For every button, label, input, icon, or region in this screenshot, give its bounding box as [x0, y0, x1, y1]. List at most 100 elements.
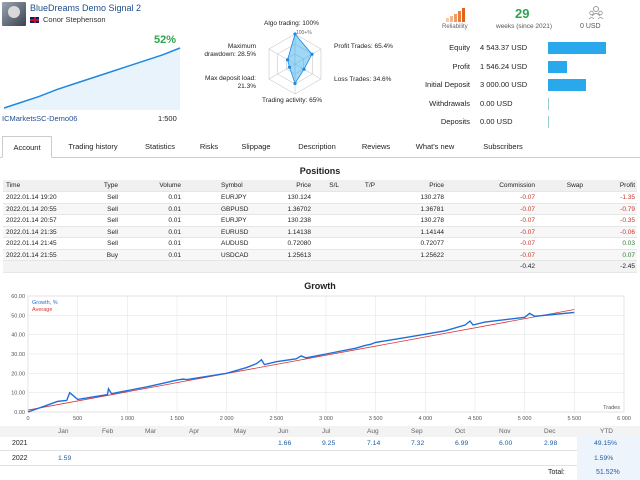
year-row: 2022 1.59 1.59% [0, 451, 640, 466]
weeks-label: weeks (since 2021) [496, 23, 552, 30]
y-tick-label: 40.00 [11, 333, 25, 339]
table-cell: 1.36781 [420, 205, 445, 213]
summary-label: Deposits [440, 117, 470, 126]
table-cell: 1.25622 [420, 251, 445, 259]
positions-total-row: -0.42 -2.45 [3, 261, 637, 273]
month-label: Jul [322, 428, 331, 435]
month-label: Aug [367, 428, 379, 435]
radar-algo-label: Algo trading: 100% [264, 20, 319, 27]
table-cell: 0.01 [168, 251, 181, 259]
ytd-value: 1.59% [594, 455, 614, 462]
table-cell: -0.07 [520, 228, 535, 236]
month-label: Jun [278, 428, 289, 435]
weeks-count: 29 [515, 6, 530, 21]
radar-activity-label: Trading activity: 65% [262, 97, 323, 104]
table-cell: Sell [107, 228, 118, 236]
author-name[interactable]: Conor Stephenson [43, 15, 106, 24]
x-tick-label: 0 [26, 416, 29, 422]
month-value: 2.98 [544, 440, 558, 447]
table-cell: 130.278 [420, 217, 445, 224]
x-tick-label: 4 500 [468, 416, 482, 422]
tab-what-s-new[interactable]: What's new [415, 142, 455, 151]
legend-item: Average [32, 307, 52, 313]
month-value: 6.99 [455, 440, 469, 447]
table-cell: GBPUSD [221, 205, 249, 213]
tab-description[interactable]: Description [298, 142, 336, 151]
subscribers-icon [588, 6, 604, 20]
mini-growth-chart [3, 47, 181, 110]
tab-subscribers[interactable]: Subscribers [483, 142, 523, 151]
positions-title: Positions [299, 166, 341, 176]
broker-link[interactable]: ICMarketsSC-Demo06 [2, 114, 78, 123]
summary-bar [548, 79, 587, 91]
table-row: 2022.01.14 20:57 Sell 0.01 EURJPY 130.238 130… [3, 215, 637, 227]
month-header: Jan Feb Mar Apr May Jun Jul Aug Sep Oct Nov Dec YTD [0, 426, 640, 437]
table-cell: -0.06 [620, 228, 635, 236]
table-cell: 2022.01.14 19:20 [6, 194, 57, 201]
tab-reviews[interactable]: Reviews [361, 142, 391, 151]
radar-deposit-load-label: Max deposit load: 21.3% [205, 75, 256, 90]
radar-point-3 [293, 81, 297, 86]
table-cell: 130.238 [287, 217, 312, 224]
x-tick-label: 4 000 [418, 416, 432, 422]
x-tick-label: 1 500 [170, 416, 184, 422]
column-header: S/L [329, 182, 339, 189]
month-label: Sep [411, 428, 423, 435]
summary-row-deposits: Deposits 0.00 USD [380, 114, 640, 130]
x-tick-label: 5 000 [518, 416, 532, 422]
month-label: Feb [102, 428, 114, 435]
column-header: T/P [364, 182, 375, 189]
table-cell: 1.36702 [287, 205, 312, 213]
year-label: 2021 [12, 440, 28, 447]
radar-profit-label: Profit Trades: 65.4% [334, 43, 393, 50]
series-average [27, 309, 575, 411]
y-tick-label: 30.00 [11, 352, 25, 358]
tab-statistics[interactable]: Statistics [144, 142, 175, 151]
tab-slippage[interactable]: Slippage [241, 142, 271, 151]
subscribers-value: 0 USD [580, 23, 601, 30]
leverage: 1:500 [158, 114, 177, 123]
column-header: Price [296, 182, 311, 189]
x-axis-label: Trades [603, 405, 620, 411]
column-header: Symbol [221, 182, 243, 189]
tab-account[interactable]: Account [2, 136, 52, 158]
reliability-bars-icon[interactable] [446, 8, 468, 22]
summary-row-profit: Profit 1 546.24 USD [380, 59, 640, 75]
month-value: 1.66 [278, 440, 292, 447]
table-cell: 0.72080 [287, 240, 312, 247]
month-value: 6.00 [499, 440, 513, 447]
reliability-label: Reliability [442, 24, 468, 30]
table-cell: Sell [107, 217, 118, 224]
avatar[interactable] [2, 2, 26, 26]
month-value: 7.14 [367, 440, 381, 447]
month-label: Nov [499, 428, 511, 435]
table-cell: 0.07 [622, 251, 635, 259]
table-cell: 130.124 [287, 194, 312, 201]
column-header: Commission [499, 182, 535, 189]
table-cell: -0.35 [620, 217, 635, 224]
x-tick-label: 5 500 [567, 416, 581, 422]
table-cell: -0.79 [620, 205, 635, 213]
tab-trading-history[interactable]: Trading history [68, 142, 118, 151]
table-cell: -0.07 [520, 251, 535, 259]
x-tick-label: 3 000 [319, 416, 333, 422]
radar-point-5 [285, 58, 290, 62]
signal-name[interactable]: BlueDreams Demo Signal 2 [30, 3, 142, 13]
summary-value: 1 546.24 USD [480, 61, 528, 71]
month-value: 9.25 [322, 440, 336, 447]
radar-point-1 [310, 52, 314, 56]
summary-bar [548, 42, 606, 54]
total-label: Total: [548, 469, 565, 476]
x-tick-label: 500 [73, 416, 82, 422]
column-header: Profit [619, 182, 635, 189]
total-row: Total: 51.52% [0, 466, 640, 480]
table-cell: EURUSD [221, 228, 249, 236]
tab-risks[interactable]: Risks [199, 142, 219, 151]
month-label: May [234, 428, 247, 435]
table-cell: 1.14138 [287, 228, 312, 236]
summary-row-withdrawals: Withdrawals 0.00 USD [380, 96, 640, 112]
table-cell: 2022.01.14 21:55 [6, 251, 57, 259]
table-row: 2022.01.14 21:45 Sell 0.01 AUDUSD 0.72080 0.7… [3, 238, 637, 250]
month-label: Dec [544, 428, 556, 435]
table-cell: 0.01 [168, 205, 181, 213]
